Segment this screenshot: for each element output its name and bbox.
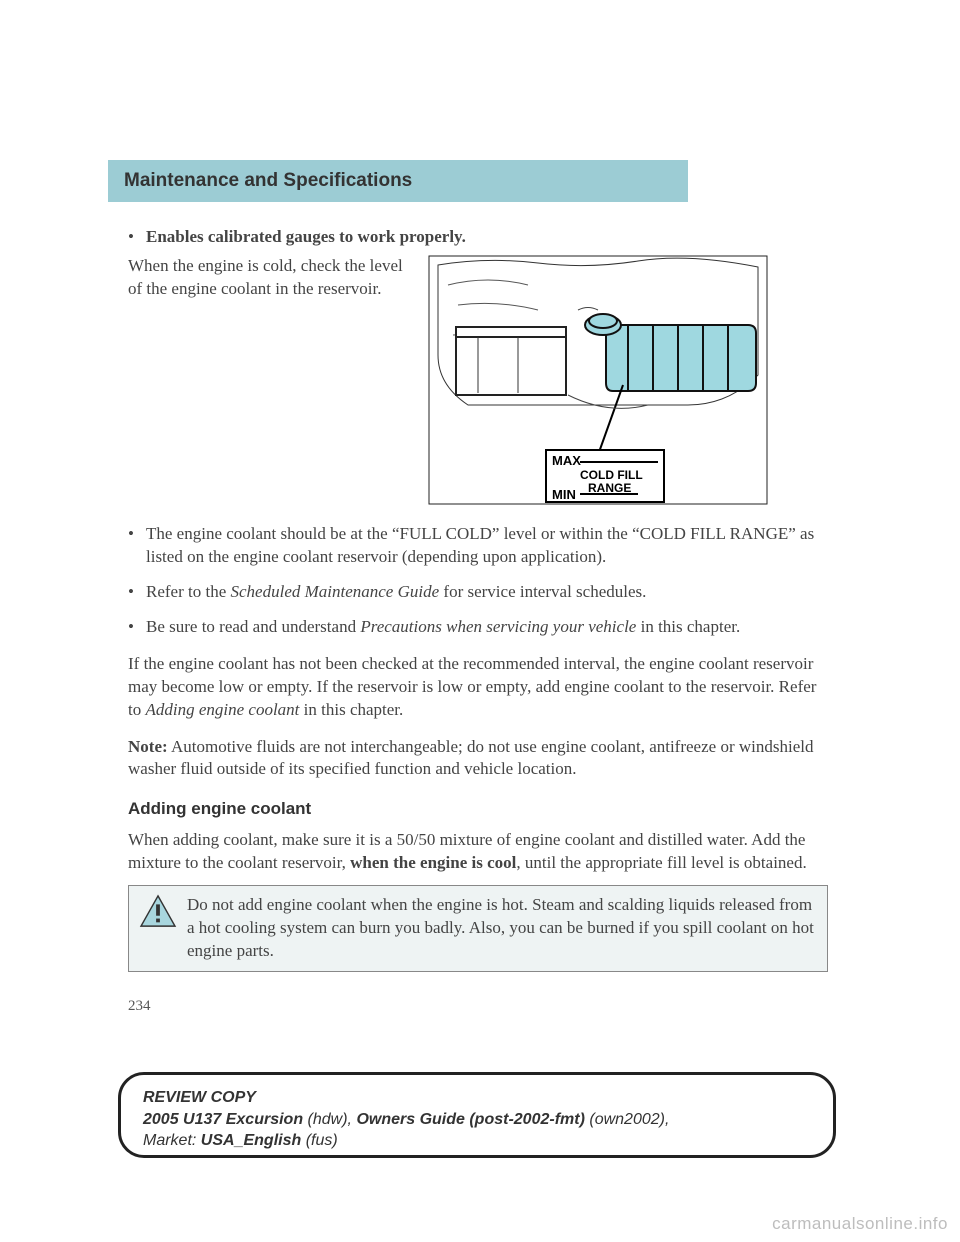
note-text: Automotive fluids are not interchangeabl… bbox=[128, 737, 813, 779]
bullet-dot: • bbox=[128, 581, 146, 604]
warning-box: Do not add engine coolant when the engin… bbox=[128, 885, 828, 972]
bullet-text: The engine coolant should be at the “FUL… bbox=[146, 523, 828, 569]
text-italic: Scheduled Maintenance Guide bbox=[231, 582, 440, 601]
footer-line1: REVIEW COPY bbox=[143, 1087, 811, 1109]
text: (hdw), bbox=[303, 1111, 356, 1128]
text-italic: Precautions when servicing your vehicle bbox=[360, 617, 636, 636]
warning-triangle-icon bbox=[139, 894, 177, 928]
text: Be sure to read and understand bbox=[146, 617, 360, 636]
engine-figure: MAX COLD FILL RANGE MIN bbox=[428, 255, 768, 505]
page-content: Maintenance and Specifications • Enables… bbox=[128, 160, 828, 972]
bullet-text: Be sure to read and understand Precautio… bbox=[146, 616, 828, 639]
label-min: MIN bbox=[552, 487, 576, 502]
bullet-item: • Be sure to read and understand Precaut… bbox=[128, 616, 828, 639]
text: for service interval schedules. bbox=[439, 582, 646, 601]
engine-diagram-svg: MAX COLD FILL RANGE MIN bbox=[428, 255, 768, 505]
text-italic: Adding engine coolant bbox=[145, 700, 299, 719]
footer-line2: 2005 U137 Excursion (hdw), Owners Guide … bbox=[143, 1109, 811, 1131]
bullet-item: • The engine coolant should be at the “F… bbox=[128, 523, 828, 569]
bullet-dot: • bbox=[128, 523, 146, 569]
warning-text: Do not add engine coolant when the engin… bbox=[187, 894, 817, 963]
text-bold: USA_English bbox=[201, 1132, 301, 1149]
footer-box: REVIEW COPY 2005 U137 Excursion (hdw), O… bbox=[118, 1072, 836, 1158]
label-range: RANGE bbox=[588, 481, 631, 495]
paragraph: When adding coolant, make sure it is a 5… bbox=[128, 829, 828, 875]
paragraph: If the engine coolant has not been check… bbox=[128, 653, 828, 722]
note-paragraph: Note: Automotive fluids are not intercha… bbox=[128, 736, 828, 782]
text: Market: bbox=[143, 1132, 201, 1149]
text: in this chapter. bbox=[299, 700, 403, 719]
bullet-item: • Refer to the Scheduled Maintenance Gui… bbox=[128, 581, 828, 604]
bullet-dot: • bbox=[128, 226, 146, 249]
text: Refer to the bbox=[146, 582, 231, 601]
text-bold: Owners Guide (post-2002-fmt) bbox=[356, 1111, 584, 1128]
footer-line3: Market: USA_English (fus) bbox=[143, 1130, 811, 1152]
bullet-dot: • bbox=[128, 616, 146, 639]
text-bold: 2005 U137 Excursion bbox=[143, 1111, 303, 1128]
bullet-text: Enables calibrated gauges to work proper… bbox=[146, 226, 828, 249]
note-label: Note: bbox=[128, 737, 168, 756]
bullet-text: Refer to the Scheduled Maintenance Guide… bbox=[146, 581, 828, 604]
text: (own2002), bbox=[585, 1111, 670, 1128]
text: , until the appropriate fill level is ob… bbox=[516, 853, 806, 872]
text-bold: when the engine is cool bbox=[350, 853, 516, 872]
bullet-item: • Enables calibrated gauges to work prop… bbox=[128, 226, 828, 249]
watermark: carmanualsonline.info bbox=[772, 1214, 948, 1234]
page-number: 234 bbox=[128, 998, 151, 1015]
subheading: Adding engine coolant bbox=[128, 799, 828, 819]
intro-row: When the engine is cold, check the level… bbox=[128, 255, 828, 505]
text: in this chapter. bbox=[636, 617, 740, 636]
intro-text: When the engine is cold, check the level… bbox=[128, 255, 408, 505]
text: (fus) bbox=[301, 1132, 337, 1149]
label-cold: COLD FILL bbox=[580, 468, 643, 482]
section-header: Maintenance and Specifications bbox=[108, 160, 688, 202]
label-max: MAX bbox=[552, 453, 581, 468]
